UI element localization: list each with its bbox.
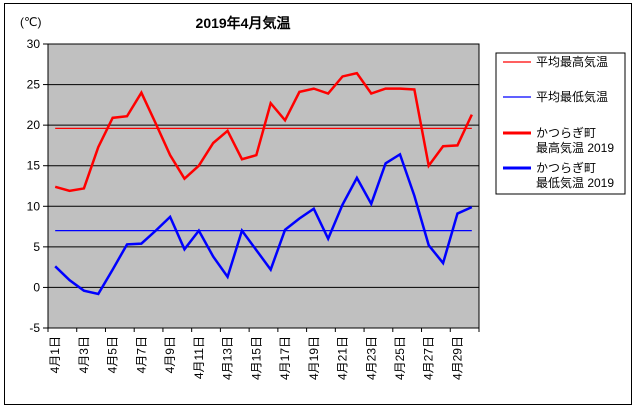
legend-label-min-2019: 最低気温 2019	[536, 175, 614, 190]
x-tick-label: 4月29日	[450, 336, 464, 380]
x-tick-label: 4月13日	[221, 336, 235, 380]
x-tick-label: 4月25日	[393, 336, 407, 380]
legend-label-min-2019: かつらぎ町	[536, 161, 596, 175]
x-tick-label: 4月27日	[422, 336, 436, 380]
y-tick-label: 20	[27, 118, 41, 132]
chart-title: 2019年4月気温	[195, 15, 291, 31]
y-axis-unit-label: (℃)	[20, 15, 42, 29]
y-tick-label: -5	[29, 321, 40, 335]
x-tick-label: 4月23日	[364, 336, 378, 380]
legend	[495, 52, 626, 195]
y-tick-label: 10	[27, 199, 41, 213]
x-tick-label: 4月19日	[307, 336, 321, 380]
plot-area	[47, 43, 480, 329]
x-tick-label: 4月17日	[278, 336, 292, 380]
series-min-2019-line	[54, 152, 473, 296]
x-tick-label: 4月7日	[134, 336, 148, 373]
x-tick-label: 4月11日	[192, 336, 206, 379]
y-tick-label: 30	[27, 37, 41, 51]
x-tick-label: 4月3日	[77, 336, 91, 373]
x-tick-label: 4月5日	[106, 336, 120, 373]
y-tick-label: 0	[33, 280, 40, 294]
legend-label-avg-max: 平均最高気温	[536, 54, 608, 69]
legend-label-max-2019: 最高気温 2019	[536, 140, 614, 155]
x-tick-label: 4月15日	[249, 336, 263, 380]
legend-label-max-2019: かつらぎ町	[536, 126, 596, 140]
y-tick-label: 15	[27, 159, 41, 173]
x-tick-label: 4月21日	[336, 336, 350, 380]
y-tick-label: 25	[27, 78, 41, 92]
x-tick-label: 4月9日	[163, 336, 177, 373]
legend-label-avg-min: 平均最低気温	[536, 89, 608, 104]
y-tick-label: 5	[33, 240, 40, 254]
x-tick-label: 4月1日	[48, 336, 62, 373]
series-max-2019-line	[54, 71, 473, 193]
